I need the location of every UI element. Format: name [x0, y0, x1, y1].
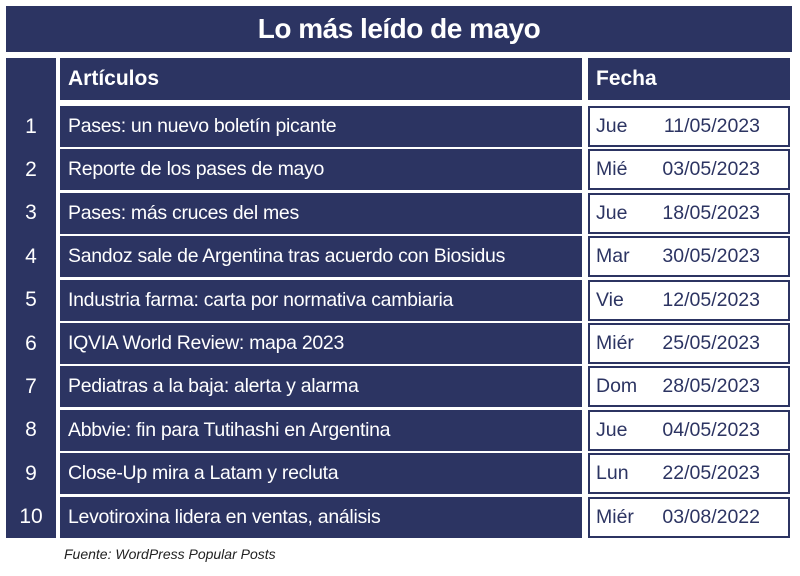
row-number: 9 — [25, 461, 37, 485]
date-cell: Miér 03/08/2022 — [588, 496, 790, 538]
row-number: 10 — [19, 505, 43, 529]
number-column — [6, 58, 56, 538]
weekday: Lun — [596, 462, 629, 485]
date-cell: Jue 18/05/2023 — [588, 192, 790, 234]
weekday: Miér — [596, 505, 634, 528]
date-cell: Mié 03/05/2023 — [588, 149, 790, 191]
article-title: Pases: más cruces del mes — [60, 192, 582, 234]
weekday: Mié — [596, 158, 628, 181]
date-cell: Lun 22/05/2023 — [588, 453, 790, 495]
date-cell: Vie 12/05/2023 — [588, 279, 790, 321]
header-article: Artículos — [60, 58, 582, 100]
date: 18/05/2023 — [662, 201, 760, 224]
row-number: 1 — [25, 114, 37, 138]
row-number: 4 — [25, 244, 37, 268]
row-number: 5 — [25, 288, 37, 312]
date: 03/08/2022 — [662, 505, 760, 528]
date: 28/05/2023 — [662, 375, 760, 398]
date: 03/05/2023 — [662, 158, 760, 181]
date-cell: Mar 30/05/2023 — [588, 236, 790, 278]
row-number: 2 — [25, 157, 37, 181]
article-title: Levotiroxina lidera en ventas, análisis — [60, 496, 582, 538]
article-title: Pases: un nuevo boletín picante — [60, 106, 582, 147]
title: Lo más leído de mayo — [6, 6, 792, 52]
date: 22/05/2023 — [662, 462, 760, 485]
date: 04/05/2023 — [662, 418, 760, 441]
article-title: IQVIA World Review: mapa 2023 — [60, 323, 582, 364]
date-cell: Dom 28/05/2023 — [588, 366, 790, 408]
weekday: Miér — [596, 332, 634, 354]
date-cell: Jue 11/05/2023 — [588, 106, 790, 147]
article-title: Industria farma: carta por normativa cam… — [60, 279, 582, 321]
row-number: 8 — [25, 418, 37, 442]
row-number: 6 — [25, 331, 37, 355]
row-number: 7 — [25, 374, 37, 398]
source: Fuente: WordPress Popular Posts — [64, 546, 276, 562]
date: 30/05/2023 — [662, 245, 760, 268]
article-title: Abbvie: fin para Tutihashi en Argentina — [60, 409, 582, 451]
article-title: Close-Up mira a Latam y recluta — [60, 453, 582, 495]
weekday: Jue — [596, 418, 628, 441]
weekday: Mar — [596, 245, 630, 268]
date: 12/05/2023 — [662, 288, 760, 311]
article-title: Reporte de los pases de mayo — [60, 149, 582, 191]
weekday: Jue — [596, 115, 628, 137]
article-title: Pediatras a la baja: alerta y alarma — [60, 366, 582, 408]
weekday: Vie — [596, 288, 624, 311]
weekday: Dom — [596, 375, 638, 398]
header-date: Fecha — [588, 58, 790, 100]
row-number: 3 — [25, 201, 37, 225]
date-cell: Jue 04/05/2023 — [588, 409, 790, 451]
date: 11/05/2023 — [663, 115, 760, 137]
date-cell: Miér 25/05/2023 — [588, 323, 790, 364]
date: 25/05/2023 — [662, 332, 760, 354]
weekday: Jue — [596, 201, 628, 224]
article-title: Sandoz sale de Argentina tras acuerdo co… — [60, 236, 582, 278]
